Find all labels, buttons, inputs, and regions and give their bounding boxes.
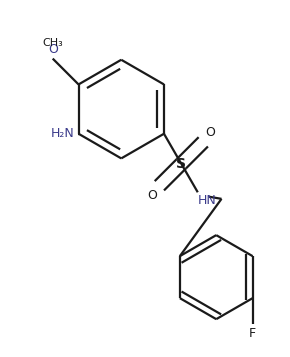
Text: S: S bbox=[176, 157, 186, 171]
Text: HN: HN bbox=[198, 194, 217, 207]
Text: O: O bbox=[48, 43, 58, 56]
Text: CH₃: CH₃ bbox=[42, 37, 63, 47]
Text: O: O bbox=[205, 126, 215, 139]
Text: O: O bbox=[148, 190, 157, 202]
Text: H₂N: H₂N bbox=[51, 127, 75, 140]
Text: F: F bbox=[249, 327, 256, 340]
